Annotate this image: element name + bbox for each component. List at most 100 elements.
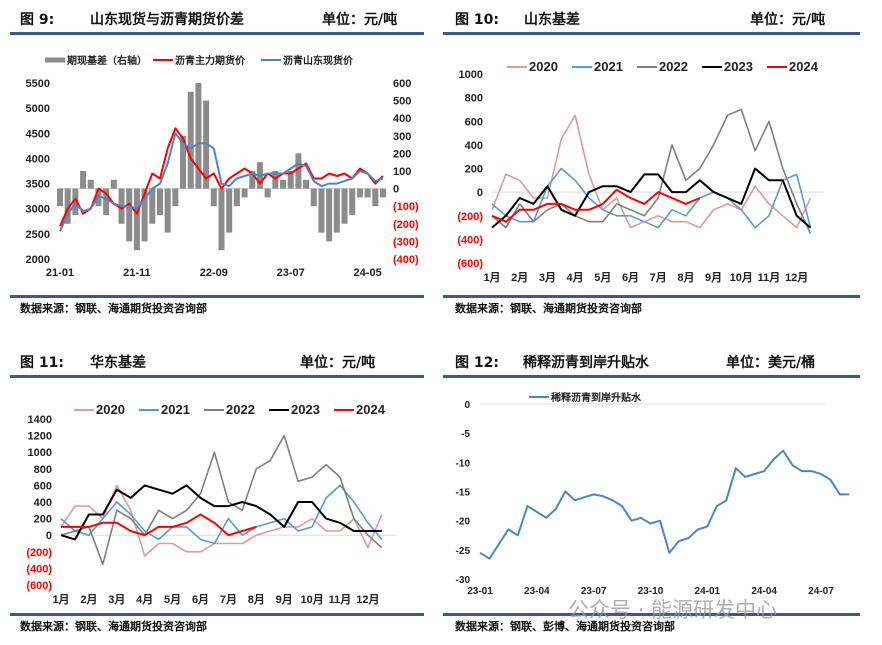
y-tick-right: (300) — [393, 236, 419, 248]
y-tick: (200) — [26, 547, 52, 559]
y-tick: (400) — [457, 234, 483, 246]
x-tick: 2月 — [80, 593, 97, 606]
basis-bar — [272, 171, 279, 189]
divider — [443, 32, 860, 35]
basis-bar — [303, 179, 310, 189]
basis-bar — [241, 188, 248, 198]
y-tick: -15 — [456, 488, 471, 499]
y-tick-right: (400) — [393, 254, 419, 266]
y-tick: -20 — [456, 517, 471, 528]
basis-bar — [156, 188, 163, 215]
basis-bar — [380, 188, 386, 198]
divider — [10, 295, 424, 298]
series-line-2020 — [60, 484, 383, 557]
x-tick: 23-07 — [277, 267, 305, 279]
x-tick: 9月 — [276, 593, 293, 606]
y-tick-left: 5000 — [26, 103, 50, 115]
x-tick: 11月 — [758, 271, 781, 284]
y-tick: (200) — [457, 211, 483, 223]
basis-bar — [226, 188, 233, 233]
x-tick: 9月 — [705, 271, 722, 284]
x-tick: 1月 — [483, 271, 500, 284]
basis-bar — [249, 171, 256, 189]
y-tick: -5 — [461, 429, 470, 440]
legend-label: 期现基差（右轴） — [67, 54, 147, 67]
basis-bar — [110, 179, 117, 189]
y-tick-left: 5500 — [26, 78, 50, 90]
x-tick: 24-04 — [751, 586, 777, 597]
x-tick: 1月 — [52, 593, 69, 606]
x-tick: 22-09 — [200, 267, 228, 279]
x-tick: 8月 — [248, 593, 265, 606]
divider — [443, 375, 860, 378]
divider — [10, 32, 424, 35]
basis-bar — [218, 188, 225, 251]
basis-bar — [80, 171, 87, 189]
basis-bar — [57, 188, 63, 207]
x-tick: 3月 — [108, 593, 125, 606]
spot-line — [59, 132, 384, 232]
basis-bar — [326, 188, 333, 242]
y-tick-right: 100 — [393, 166, 411, 178]
y-tick: 0 — [46, 530, 52, 542]
legend-label: 2023 — [724, 59, 753, 74]
basis-bar — [310, 188, 317, 207]
legend-label: 2022 — [659, 59, 688, 74]
y-tick: -30 — [456, 575, 471, 586]
legend-label: 2024 — [789, 59, 819, 74]
basis-bar — [72, 188, 79, 215]
series-line-2022 — [491, 108, 812, 234]
divider — [443, 295, 860, 298]
basis-bar — [341, 188, 348, 224]
fig11-title: 华东基差 — [90, 355, 146, 371]
series-line-2023 — [60, 484, 382, 541]
x-tick: 12月 — [356, 593, 379, 606]
fig11-unit: 单位：元/吨 — [300, 355, 376, 371]
basis-bar — [64, 188, 71, 224]
x-tick: 10月 — [730, 271, 753, 284]
basis-bar — [187, 91, 194, 189]
basis-bar — [103, 188, 110, 215]
basis-bar — [133, 188, 140, 251]
fig12-unit: 单位：美元/桶 — [726, 355, 816, 371]
fig9-unit: 单位：元/吨 — [322, 12, 398, 28]
basis-bar — [372, 188, 379, 207]
x-tick: 5月 — [594, 271, 611, 284]
basis-bar — [172, 188, 179, 207]
premium-line — [479, 449, 850, 560]
y-tick: 1200 — [28, 431, 52, 443]
basis-bar — [233, 188, 240, 207]
y-tick-left: 3000 — [26, 204, 50, 216]
x-tick: 6月 — [192, 593, 209, 606]
x-tick: 11月 — [329, 593, 352, 606]
x-tick: 24-07 — [808, 586, 834, 597]
x-tick: 24-01 — [695, 586, 721, 597]
y-tick-right: 500 — [393, 96, 411, 108]
fig9-number: 图 9: — [20, 12, 55, 28]
x-tick: 10月 — [300, 593, 323, 606]
y-tick: 600 — [465, 116, 483, 128]
fig11-source: 数据来源：钢联、海通期货投资咨询部 — [20, 620, 207, 633]
legend-label: 2023 — [291, 402, 320, 417]
basis-bar — [333, 188, 340, 233]
watermark: 公众号 · 能源研发中心 — [568, 598, 778, 622]
fig11-number: 图 11: — [20, 355, 64, 371]
x-tick: 7月 — [220, 593, 237, 606]
fig9-title: 山东现货与沥青期货价差 — [90, 12, 244, 28]
basis-bar — [164, 188, 171, 233]
y-tick-left: 4000 — [26, 153, 50, 165]
x-tick: 8月 — [677, 271, 694, 284]
series-line-2020 — [491, 114, 812, 229]
legend-label: 2021 — [161, 402, 190, 417]
x-tick: 2月 — [511, 271, 528, 284]
x-tick: 23-10 — [638, 586, 664, 597]
y-tick-right: 400 — [393, 113, 411, 125]
y-tick: 800 — [34, 464, 52, 476]
y-tick: 600 — [34, 480, 52, 492]
series-line-2024 — [491, 188, 701, 223]
y-tick: (600) — [26, 580, 52, 592]
x-tick: 12月 — [785, 271, 808, 284]
x-tick: 5月 — [164, 593, 181, 606]
basis-bar — [364, 188, 371, 198]
